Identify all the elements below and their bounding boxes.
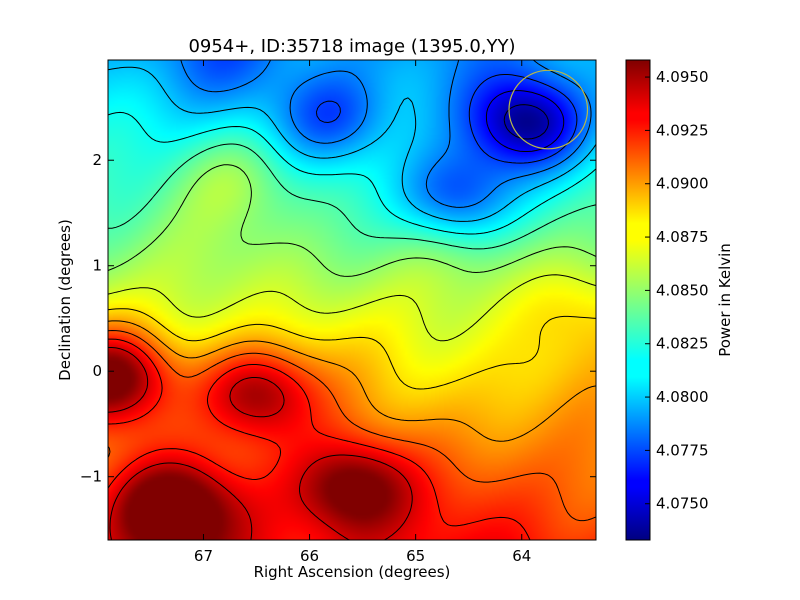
x-tick-label: 66 [300, 547, 319, 565]
contour-line [108, 111, 596, 235]
colorbar-tick-label: 4.0850 [656, 281, 709, 299]
colorbar-ticks: 4.0750 4.0775 4.0800 4.0825 4.0850 4.0875 4.09… [645, 68, 709, 513]
beam-circle-marker [508, 69, 589, 150]
y-tick-label: 2 [92, 151, 102, 169]
colorbar-tick-label: 4.0825 [656, 335, 709, 353]
x-tick-label: 65 [406, 547, 425, 565]
x-tick-label: 64 [512, 547, 531, 565]
contour-line [108, 330, 596, 522]
contour-line [108, 338, 531, 540]
colorbar: 4.0750 4.0775 4.0800 4.0825 4.0850 4.0875 4.09… [625, 59, 734, 541]
x-axis-label: Right Ascension (degrees) [254, 563, 451, 581]
plot-frame [107, 59, 597, 541]
colorbar-tick-label: 4.0900 [656, 175, 709, 193]
colorbar-tick-label: 4.0950 [656, 68, 709, 86]
heatmap-image [108, 60, 596, 540]
y-tick-label: 0 [92, 362, 102, 380]
contour-line [108, 274, 596, 342]
x-axis-ticks: 67 66 65 64 [194, 60, 531, 565]
colorbar-gradient [625, 59, 651, 541]
contour-line [108, 308, 596, 390]
y-axis-ticks: 2 1 0 −1 [80, 151, 596, 486]
colorbar-tick-label: 4.0775 [656, 441, 709, 459]
contour-line [108, 347, 413, 540]
x-tick-label: 67 [194, 547, 213, 565]
contour-line [108, 320, 596, 442]
contour-line [485, 90, 565, 152]
contour-lines [108, 60, 596, 540]
colorbar-tick-label: 4.0750 [656, 495, 709, 513]
colorbar-tick-label: 4.0925 [656, 121, 709, 139]
contour-line [108, 66, 596, 222]
y-tick-label: 1 [92, 257, 102, 275]
y-tick-label: −1 [80, 468, 102, 486]
y-axis-label: Declination (degrees) [56, 219, 74, 381]
contour-line [180, 60, 592, 208]
colorbar-label: Power in Kelvin [716, 243, 734, 357]
colorbar-tick-label: 4.0800 [656, 388, 709, 406]
contour-line [315, 74, 578, 164]
plot-area [108, 60, 596, 540]
contour-line [108, 143, 596, 250]
chart-title: 0954+, ID:35718 image (1395.0,YY) [188, 36, 515, 57]
colorbar-tick-label: 4.0875 [656, 228, 709, 246]
